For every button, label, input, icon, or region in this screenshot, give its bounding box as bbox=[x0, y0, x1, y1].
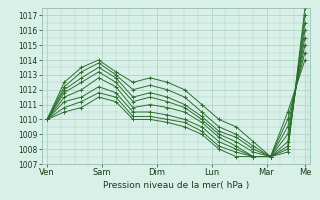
X-axis label: Pression niveau de la mer( hPa ): Pression niveau de la mer( hPa ) bbox=[103, 181, 249, 190]
